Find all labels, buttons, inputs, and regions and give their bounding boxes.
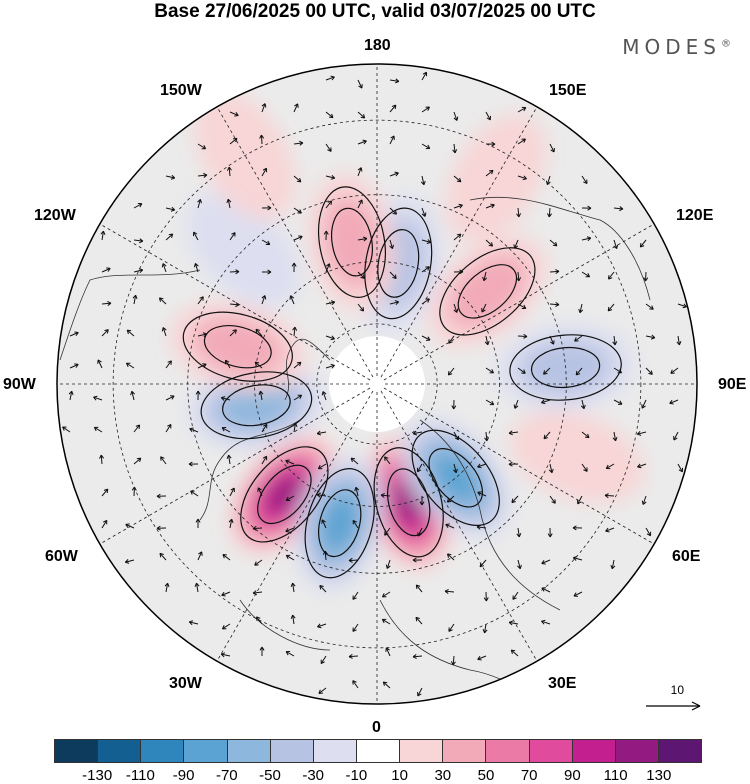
legend-swatch (530, 740, 573, 762)
legend-swatch (573, 740, 616, 762)
modes-logo: MODES® (622, 35, 736, 59)
legend-tick-label: 90 (564, 767, 581, 784)
legend-swatch (141, 740, 184, 762)
lon-label-150w: 150W (160, 82, 202, 100)
lon-label-60w: 60W (45, 548, 78, 566)
chart-title: Base 27/06/2025 00 UTC, valid 03/07/2025… (0, 0, 750, 24)
legend-swatch (659, 740, 701, 762)
legend-tick-label: -30 (302, 767, 324, 784)
legend-tick-label: -90 (173, 767, 195, 784)
lon-label-0: 0 (372, 719, 381, 737)
legend-swatch (314, 740, 357, 762)
legend-tick-label: 10 (391, 767, 408, 784)
lon-label-30w: 30W (169, 675, 202, 693)
registered-mark: ® (721, 38, 736, 49)
legend-tick-label: 110 (604, 767, 628, 784)
legend-swatch (400, 740, 443, 762)
vector-scale-label: 10 (671, 683, 684, 697)
lon-label-60e: 60E (672, 548, 700, 566)
legend-tick-label: -50 (259, 767, 281, 784)
legend-swatch (228, 740, 271, 762)
legend-swatch (55, 740, 98, 762)
legend-swatch (271, 740, 314, 762)
legend-swatch (357, 740, 400, 762)
lon-label-150e: 150E (549, 82, 586, 100)
legend-swatch (443, 740, 486, 762)
legend-tick-label: -10 (346, 767, 368, 784)
legend-tick-label: 50 (478, 767, 495, 784)
lon-label-90w: 90W (3, 376, 36, 394)
legend-tick-label: 130 (646, 767, 671, 784)
legend-tick-label: -130 (82, 767, 112, 784)
legend-swatch (98, 740, 141, 762)
color-legend (54, 739, 702, 763)
lon-label-120e: 120E (676, 207, 713, 225)
vector-scale-arrow (646, 702, 700, 710)
brand-text: MODES (622, 35, 721, 59)
lon-label-180: 180 (364, 37, 391, 55)
legend-swatch (184, 740, 227, 762)
legend-swatch (616, 740, 659, 762)
lon-label-90e: 90E (718, 376, 746, 394)
legend-tick-label: 70 (521, 767, 538, 784)
legend-tick-label: -110 (126, 767, 155, 784)
legend-tick-label: 30 (434, 767, 451, 784)
lon-label-120w: 120W (34, 207, 76, 225)
legend-swatch (486, 740, 529, 762)
legend-tick-label: -70 (216, 767, 238, 784)
lon-label-30e: 30E (548, 675, 576, 693)
